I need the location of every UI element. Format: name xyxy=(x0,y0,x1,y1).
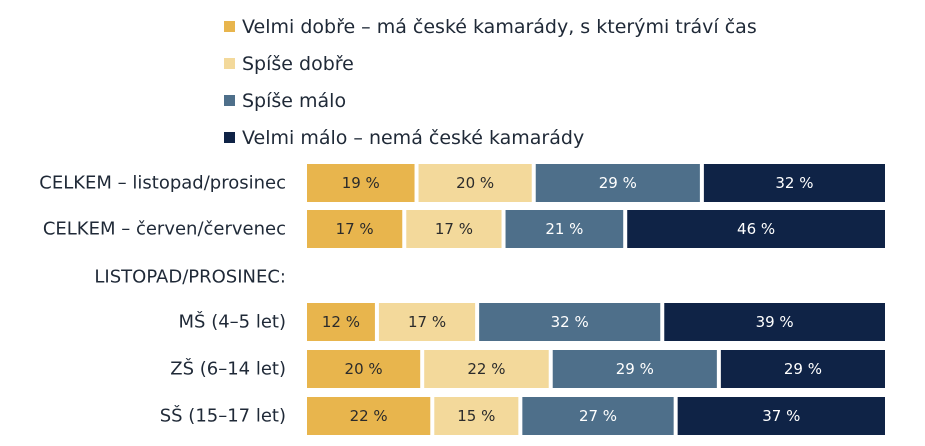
legend-swatch xyxy=(224,21,235,32)
legend-swatch xyxy=(224,95,235,106)
bar-segment xyxy=(418,164,532,202)
bar-value-label: 29 % xyxy=(599,174,637,192)
bar-segment xyxy=(307,397,431,435)
bar-segment xyxy=(720,350,885,388)
bar-value-label: 27 % xyxy=(579,407,617,425)
category-label: CELKEM – červen/červenec xyxy=(43,219,286,240)
bar-segment xyxy=(307,210,403,248)
legend-item: Spíše dobře xyxy=(224,45,757,82)
category-label: ZŠ (6–14 let) xyxy=(170,358,286,380)
bar-value-label: 21 % xyxy=(545,220,583,238)
bar-segment xyxy=(307,164,415,202)
legend-swatch xyxy=(224,58,235,69)
bar-value-label: 19 % xyxy=(342,174,380,192)
bar-value-label: 17 % xyxy=(336,220,374,238)
bar-segment xyxy=(535,164,700,202)
bar-value-label: 22 % xyxy=(467,360,505,378)
bar-value-label: 12 % xyxy=(322,313,360,331)
bar-value-label: 20 % xyxy=(345,360,383,378)
bar-segment xyxy=(552,350,717,388)
bar-value-label: 17 % xyxy=(435,220,473,238)
bar-segment xyxy=(434,397,519,435)
bar-value-label: 29 % xyxy=(616,360,654,378)
bar-value-label: 37 % xyxy=(762,407,800,425)
bar-value-label: 20 % xyxy=(456,174,494,192)
bar-value-label: 15 % xyxy=(457,407,495,425)
chart-legend: Velmi dobře – má české kamarády, s který… xyxy=(224,8,757,156)
category-label: CELKEM – listopad/prosinec xyxy=(39,173,286,194)
legend-label: Velmi málo – nemá české kamarády xyxy=(242,126,585,149)
legend-label: Spíše dobře xyxy=(242,52,354,75)
bar-segment xyxy=(378,303,476,341)
bar-value-label: 32 % xyxy=(775,174,813,192)
legend-label: Velmi dobře – má české kamarády, s který… xyxy=(242,15,757,38)
legend-item: Velmi málo – nemá české kamarády xyxy=(224,119,757,156)
bar-segment xyxy=(664,303,885,341)
bar-segment xyxy=(307,350,421,388)
bar-value-label: 22 % xyxy=(350,407,388,425)
bar-segment xyxy=(479,303,661,341)
bar-value-label: 32 % xyxy=(551,313,589,331)
bar-segment xyxy=(505,210,624,248)
bar-segment xyxy=(522,397,674,435)
legend-swatch xyxy=(224,132,235,143)
category-label: SŠ (15–17 let) xyxy=(160,405,286,427)
bar-value-label: 29 % xyxy=(784,360,822,378)
legend-item: Spíše málo xyxy=(224,82,757,119)
legend-item: Velmi dobře – má české kamarády, s který… xyxy=(224,8,757,45)
legend-label: Spíše málo xyxy=(242,89,347,112)
category-label: MŠ (4–5 let) xyxy=(179,311,286,333)
bar-segment xyxy=(406,210,502,248)
bar-value-label: 46 % xyxy=(737,220,775,238)
bar-segment xyxy=(424,350,549,388)
bar-value-label: 17 % xyxy=(408,313,446,331)
bar-segment xyxy=(677,397,885,435)
bar-segment xyxy=(627,210,885,248)
bar-segment xyxy=(307,303,375,341)
bar-segment xyxy=(703,164,885,202)
bar-value-label: 39 % xyxy=(756,313,794,331)
group-header-label: LISTOPAD/PROSINEC: xyxy=(94,267,286,288)
